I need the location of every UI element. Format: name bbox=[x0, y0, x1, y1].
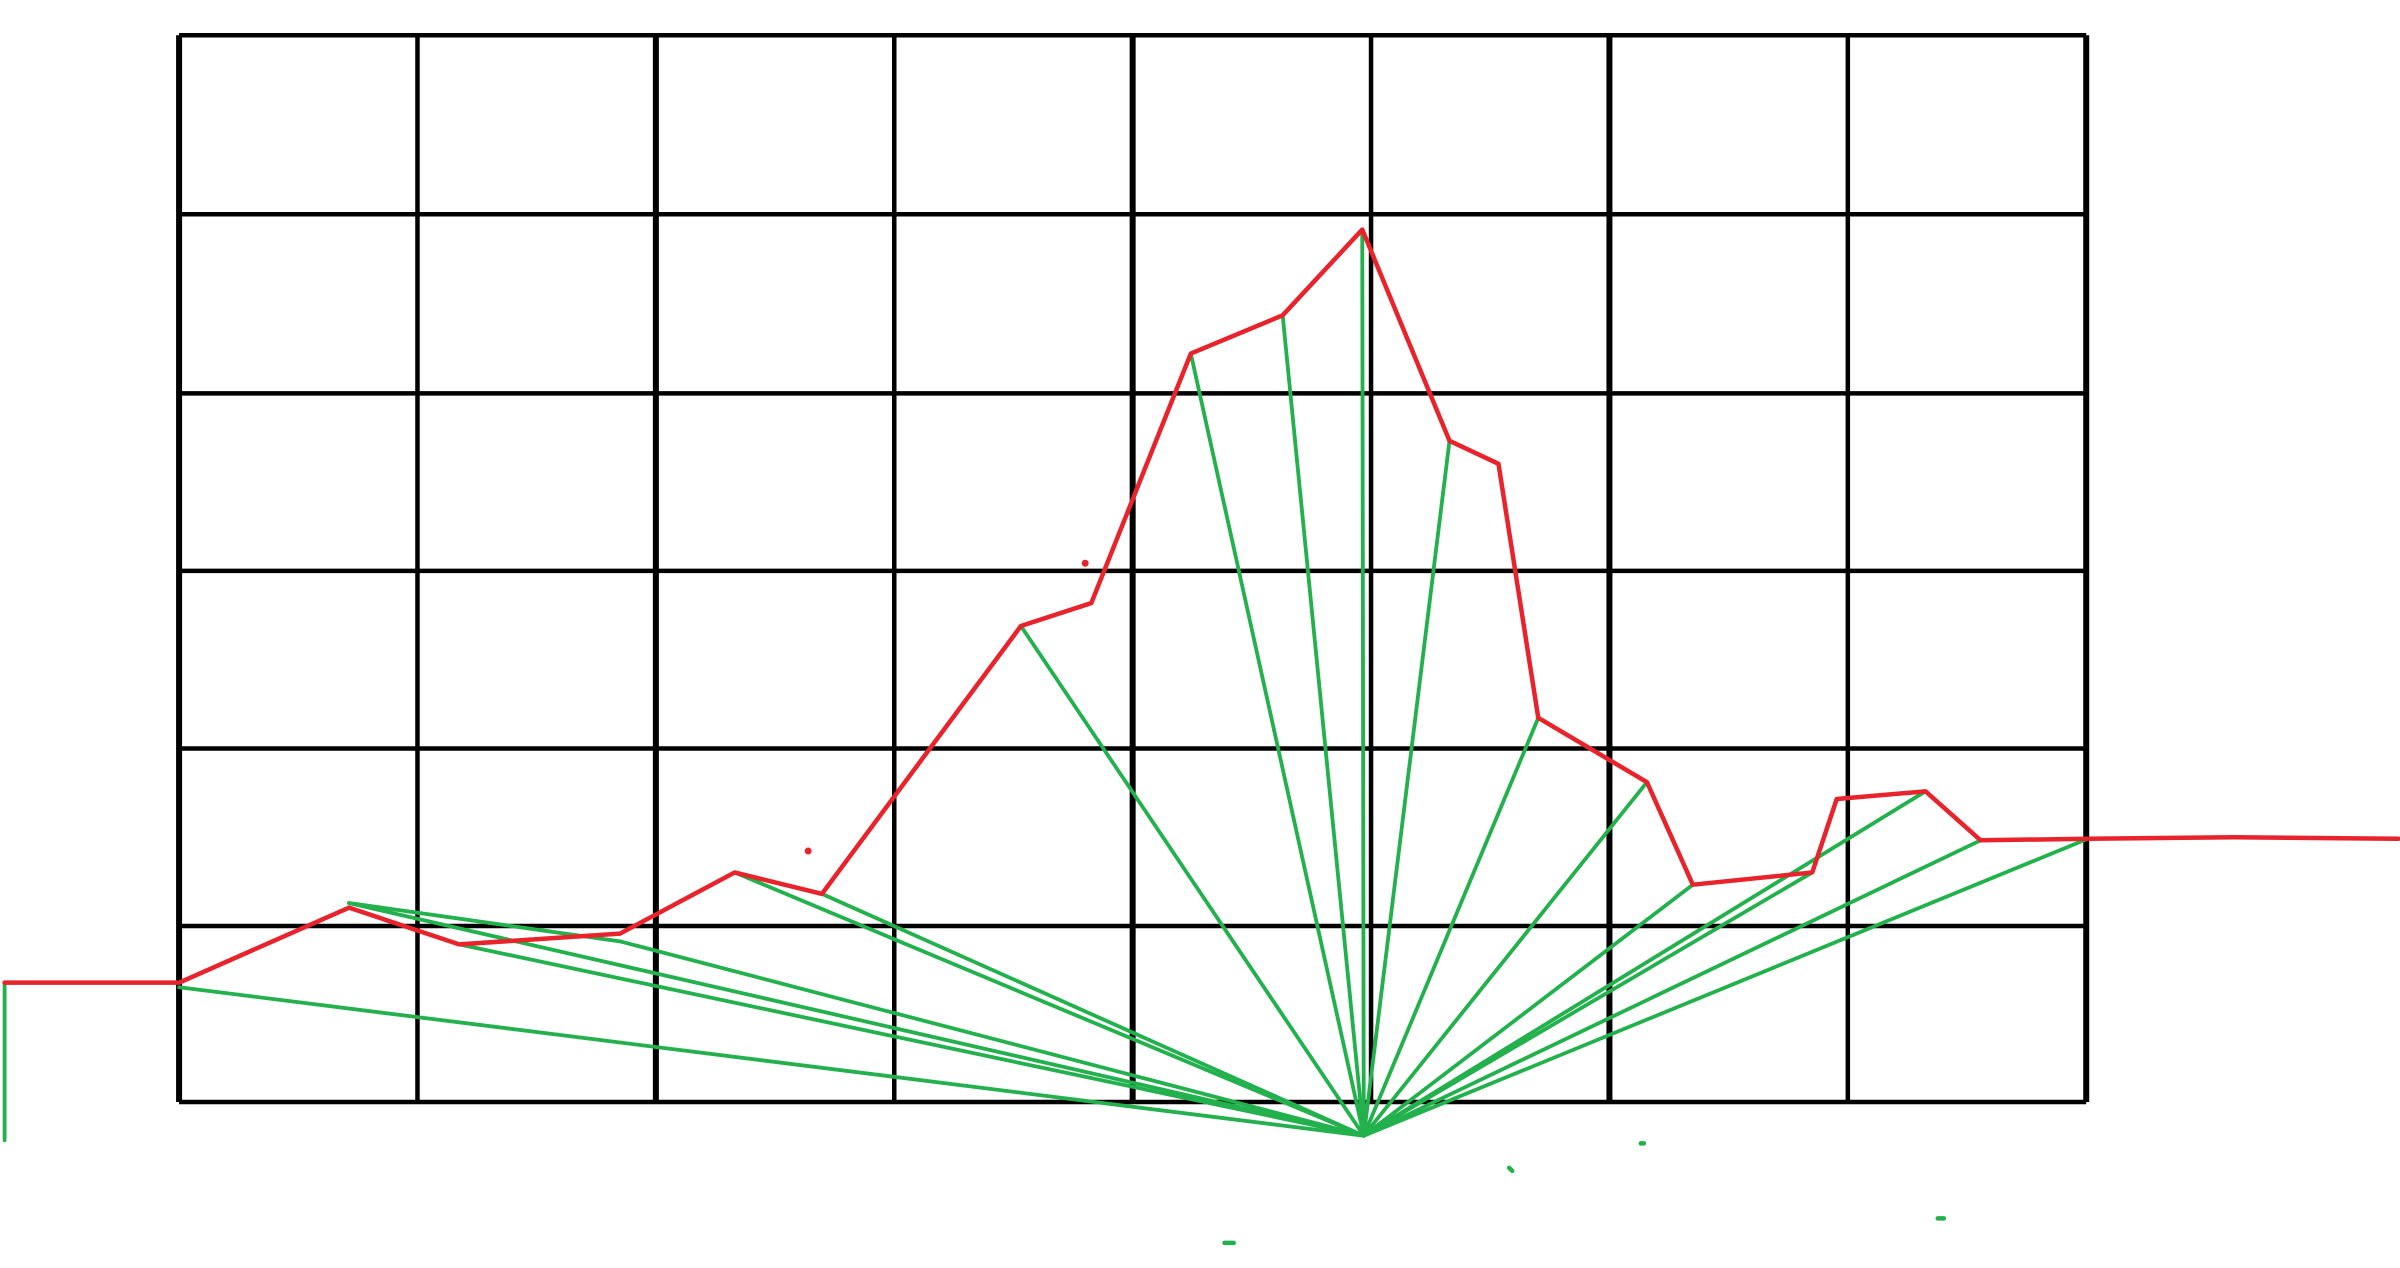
grid bbox=[176, 32, 2090, 1105]
ray-line bbox=[1019, 624, 1366, 1138]
ray-line bbox=[1188, 351, 1366, 1138]
ray-line bbox=[1360, 227, 1366, 1138]
ray-line bbox=[1361, 780, 1649, 1138]
ray-line bbox=[1361, 715, 1541, 1138]
ray-line bbox=[1361, 838, 1983, 1138]
ray-line bbox=[1361, 882, 1695, 1138]
ray-line bbox=[1361, 836, 2090, 1138]
ray-line bbox=[617, 939, 1366, 1138]
ray-fan bbox=[2, 227, 2090, 1143]
stray-marks bbox=[804, 559, 1947, 1246]
ray-line bbox=[732, 870, 1366, 1138]
terrain-profile bbox=[2, 227, 2400, 985]
stray-dot bbox=[1081, 559, 1089, 567]
stray-dot bbox=[804, 847, 812, 855]
ray-line bbox=[1361, 789, 1928, 1138]
stray-mark bbox=[1506, 1165, 1515, 1174]
ray-line bbox=[457, 942, 1366, 1138]
ray-line bbox=[820, 891, 1366, 1138]
ray-line bbox=[177, 985, 1366, 1138]
profile-line bbox=[2, 227, 2400, 985]
ray-line bbox=[1361, 438, 1452, 1138]
ray-line bbox=[1280, 313, 1366, 1138]
